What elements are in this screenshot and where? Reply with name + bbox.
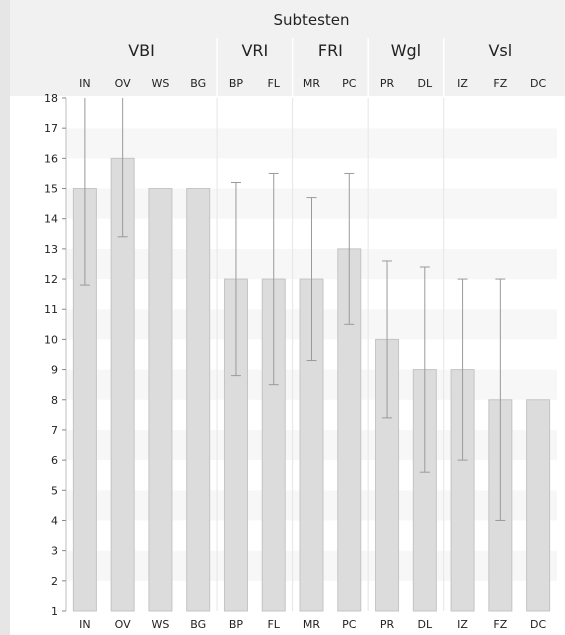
group-labels: VBI VRI FRI Wgl Vsl: [128, 41, 512, 60]
y-tick-label: 12: [44, 273, 58, 286]
x-tick-label-top: BG: [190, 77, 206, 90]
y-tick-label: 2: [51, 575, 58, 588]
y-tick-label: 7: [51, 424, 58, 437]
x-tick-label-top: BP: [229, 77, 244, 90]
y-tick-label: 10: [44, 333, 58, 346]
y-tick-label: 13: [44, 243, 58, 256]
bar-WS: [148, 188, 173, 612]
y-tick-label: 11: [44, 303, 58, 316]
group-label: VBI: [128, 41, 155, 60]
x-tick-label-top: FL: [267, 77, 280, 90]
y-tick-label: 15: [44, 183, 58, 196]
x-tick-label-bottom: IZ: [457, 618, 468, 631]
error-bars: [79, 98, 506, 521]
bar-BG: [186, 188, 211, 612]
group-label: Vsl: [488, 41, 512, 60]
header-background: [10, 0, 565, 96]
y-tick-label: 3: [51, 545, 58, 558]
x-tick-label-bottom: DC: [530, 618, 546, 631]
y-tick-label: 4: [51, 514, 58, 527]
background-band: [66, 98, 557, 129]
x-tick-label-top: PC: [342, 77, 357, 90]
group-label: Wgl: [391, 41, 421, 60]
x-tick-label-bottom: PC: [342, 618, 357, 631]
x-tick-label-top: IN: [79, 77, 90, 90]
x-tick-label-top: DC: [530, 77, 546, 90]
x-tick-label-top: WS: [151, 77, 169, 90]
group-label: VRI: [241, 41, 268, 60]
x-tick-label-bottom: WS: [151, 618, 169, 631]
x-tick-label-top: PR: [380, 77, 395, 90]
x-tick-label-top: DL: [418, 77, 433, 90]
y-tick-label: 1: [51, 605, 58, 618]
x-tick-label-bottom: OV: [115, 618, 131, 631]
x-tick-label-top: MR: [303, 77, 320, 90]
group-label: FRI: [318, 41, 343, 60]
y-tick-label: 14: [44, 213, 58, 226]
x-tick-label-bottom: BP: [229, 618, 244, 631]
background-band: [66, 158, 557, 189]
y-tick-label: 5: [51, 484, 58, 497]
y-tick-label: 18: [44, 92, 58, 105]
x-tick-label-bottom: IN: [79, 618, 90, 631]
y-tick-label: 6: [51, 454, 58, 467]
bottom-tick-labels: IN OV WS BG BP FL MR PC PR DL IZ FZ DC: [79, 618, 546, 631]
bar-DC: [526, 399, 551, 612]
top-tick-labels: IN OV WS BG BP FL MR PC PR DL IZ FZ DC: [79, 77, 546, 90]
y-tick-label: 9: [51, 364, 58, 377]
x-tick-label-top: IZ: [457, 77, 468, 90]
y-tick-label: 17: [44, 122, 58, 135]
x-tick-label-bottom: BG: [190, 618, 206, 631]
x-tick-label-bottom: MR: [303, 618, 320, 631]
x-tick-label-top: FZ: [493, 77, 507, 90]
chart-title: Subtesten: [273, 11, 349, 29]
x-tick-label-bottom: PR: [380, 618, 395, 631]
y-tick-label: 8: [51, 394, 58, 407]
group-separators: [216, 38, 445, 611]
y-tick-label: 16: [44, 152, 58, 165]
x-tick-label-bottom: DL: [418, 618, 433, 631]
x-tick-label-bottom: FZ: [493, 618, 507, 631]
x-tick-label-top: OV: [115, 77, 131, 90]
background-band: [66, 128, 557, 159]
left-edge-strip: [0, 0, 10, 635]
x-tick-label-bottom: FL: [267, 618, 280, 631]
